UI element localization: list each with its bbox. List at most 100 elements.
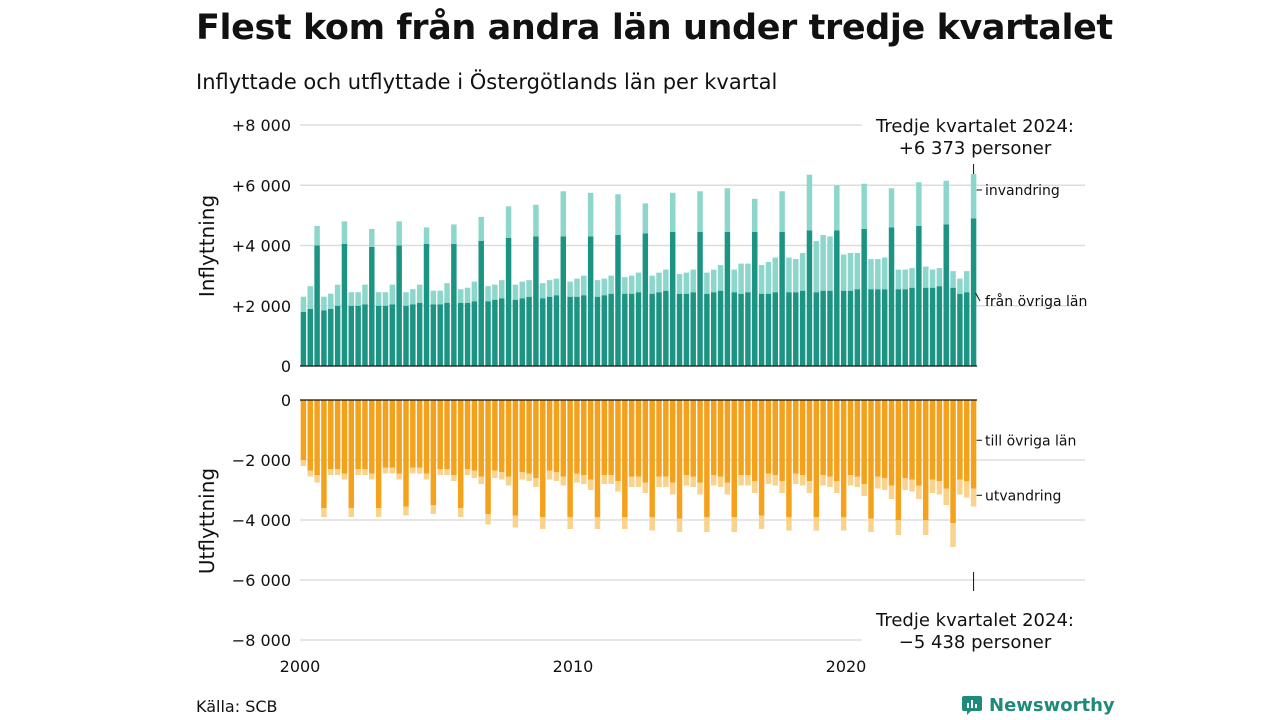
bar-inflow-other xyxy=(752,231,758,366)
bar-inflow-other xyxy=(369,247,375,366)
bar-outflow-emigration xyxy=(834,481,840,493)
bar-outflow-other xyxy=(635,400,642,477)
bar-inflow-other xyxy=(451,243,457,366)
bar-inflow-other xyxy=(970,218,977,366)
bar-outflow-emigration xyxy=(793,473,799,484)
annotation-line2: +6 373 personer xyxy=(899,138,1052,159)
bar-inflow-immigration xyxy=(533,204,539,237)
bar-outflow-emigration xyxy=(854,476,861,487)
bar-inflow-immigration xyxy=(642,203,649,234)
bar-inflow-other xyxy=(779,231,785,366)
bar-inflow-other xyxy=(444,302,450,366)
bar-outflow-emigration xyxy=(560,476,567,486)
bar-outflow-emigration xyxy=(752,481,758,493)
bar-outflow-emigration xyxy=(642,482,649,493)
bar-outflow-other xyxy=(888,400,895,486)
bar-outflow-emigration xyxy=(868,518,874,532)
bar-outflow-emigration xyxy=(745,475,751,486)
bar-inflow-other xyxy=(943,224,949,366)
bar-outflow-other xyxy=(669,400,676,483)
bar-outflow-other xyxy=(950,400,956,523)
bar-outflow-other xyxy=(929,400,936,480)
bar-outflow-other xyxy=(526,400,532,474)
bar-inflow-immigration xyxy=(615,194,621,235)
bar-outflow-other xyxy=(779,400,785,481)
bar-inflow-immigration xyxy=(594,280,601,297)
bar-inflow-other xyxy=(793,292,799,366)
bar-inflow-other xyxy=(710,292,717,366)
bar-inflow-immigration xyxy=(881,257,888,290)
bar-inflow-other xyxy=(881,289,888,366)
bar-outflow-other xyxy=(567,400,573,517)
bar-outflow-emigration xyxy=(369,473,375,480)
bar-inflow-immigration xyxy=(540,283,546,299)
bar-outflow-emigration xyxy=(970,488,977,507)
bar-outflow-emigration xyxy=(922,520,929,535)
bar-outflow-emigration xyxy=(827,476,833,487)
bar-inflow-immigration xyxy=(895,269,902,290)
bar-inflow-immigration xyxy=(553,278,560,296)
bar-inflow-immigration xyxy=(492,284,498,300)
bar-inflow-other xyxy=(601,295,608,366)
bar-inflow-other xyxy=(540,298,546,366)
bar-inflow-other xyxy=(717,290,724,366)
bar-inflow-immigration xyxy=(369,228,375,248)
bar-inflow-immigration xyxy=(861,183,867,229)
bar-inflow-immigration xyxy=(587,192,594,237)
bar-outflow-emigration xyxy=(622,517,628,529)
brand-logo[interactable]: Newsworthy xyxy=(961,694,1115,716)
bar-inflow-other xyxy=(806,230,813,366)
bar-outflow-other xyxy=(922,400,929,520)
bar-outflow-other xyxy=(307,400,313,471)
bar-inflow-other xyxy=(827,290,833,366)
bar-outflow-emigration xyxy=(717,476,724,487)
bar-inflow-immigration xyxy=(519,281,525,299)
chart-subtitle: Inflyttade och utflyttade i Östergötland… xyxy=(196,70,778,94)
bar-outflow-emigration xyxy=(567,517,573,529)
bar-inflow-immigration xyxy=(669,192,676,232)
bar-outflow-emigration xyxy=(888,485,895,499)
bar-inflow-other xyxy=(567,296,573,366)
bar-outflow-emigration xyxy=(929,479,936,493)
bar-inflow-immigration xyxy=(676,274,683,294)
annotation-background xyxy=(862,606,1088,652)
bar-inflow-other xyxy=(683,293,690,366)
annotation-line1: Tredje kvartalet 2024: xyxy=(875,116,1074,137)
bar-outflow-emigration xyxy=(710,475,717,486)
bar-inflow-immigration xyxy=(827,236,833,291)
bar-inflow-other xyxy=(738,293,744,366)
bar-outflow-emigration xyxy=(478,476,484,484)
bar-outflow-emigration xyxy=(321,508,327,517)
bar-inflow-other xyxy=(314,245,320,366)
bar-outflow-emigration xyxy=(533,478,539,487)
series-label: från övriga län xyxy=(985,293,1087,310)
bar-inflow-immigration xyxy=(608,275,614,294)
bar-outflow-emigration xyxy=(314,475,320,483)
bar-inflow-other xyxy=(724,231,731,366)
bar-inflow-immigration xyxy=(758,265,765,294)
bar-inflow-immigration xyxy=(772,257,779,293)
bar-inflow-other xyxy=(348,305,355,366)
bar-outflow-emigration xyxy=(546,470,553,480)
bar-outflow-other xyxy=(437,400,443,469)
bar-inflow-immigration xyxy=(355,292,361,306)
bar-outflow-emigration xyxy=(396,473,402,480)
bar-outflow-other xyxy=(881,400,888,478)
bar-inflow-other xyxy=(362,304,368,366)
bar-inflow-other xyxy=(478,240,484,366)
bar-inflow-immigration xyxy=(663,269,669,291)
bar-inflow-immigration xyxy=(328,293,334,309)
bar-inflow-other xyxy=(560,236,567,366)
bar-outflow-other xyxy=(772,400,779,475)
bar-inflow-other xyxy=(355,305,361,366)
bar-outflow-emigration xyxy=(512,515,519,528)
bar-outflow-other xyxy=(834,400,840,481)
bar-outflow-other xyxy=(444,400,450,469)
annotation-line1: Tredje kvartalet 2024: xyxy=(875,610,1074,631)
bar-inflow-other xyxy=(676,293,683,366)
bar-outflow-other xyxy=(793,400,799,474)
bar-inflow-immigration xyxy=(957,278,963,294)
bar-inflow-immigration xyxy=(964,271,970,293)
bar-outflow-other xyxy=(957,400,963,480)
